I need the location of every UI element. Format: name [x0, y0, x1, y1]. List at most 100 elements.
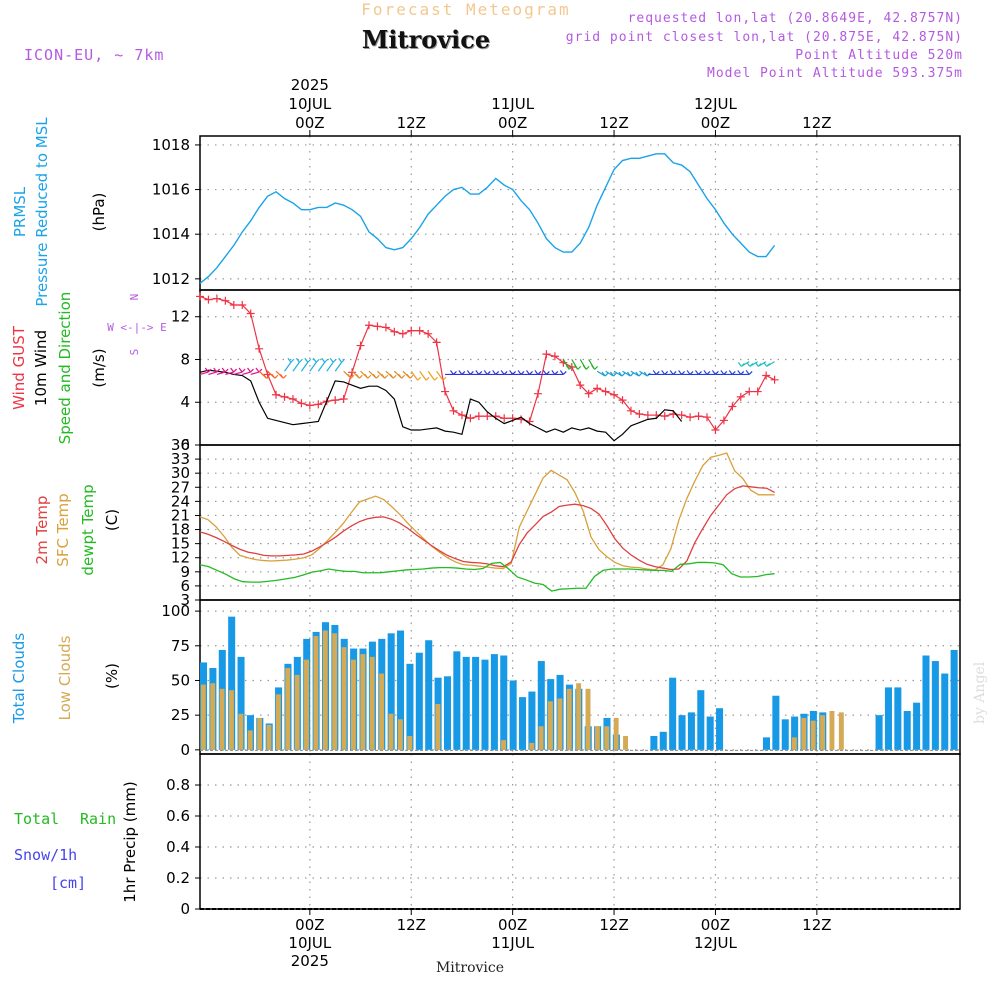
low-cloud-bar [379, 673, 385, 750]
time-label-bottom: 12Z [802, 916, 831, 934]
total-cloud-bar [472, 656, 480, 750]
low-cloud-bar [548, 701, 553, 750]
total-cloud-bar [528, 691, 536, 750]
clouds-tick-label: 0 [180, 741, 190, 759]
gust-marker [745, 387, 754, 396]
precip-label-total: Total [14, 810, 59, 828]
time-label-top: 10JUL [288, 95, 331, 113]
pressure-frame [199, 135, 961, 291]
total-cloud-bar [716, 708, 724, 750]
wind-tick-label: 12 [171, 308, 190, 326]
gust-marker [365, 321, 373, 330]
total-cloud-bar [678, 715, 686, 750]
gust-marker [474, 412, 483, 421]
temp-tick-label: 15 [171, 535, 190, 553]
precip-label-unit: 1hr Precip (mm) [121, 781, 139, 902]
gust-marker [762, 371, 771, 380]
precip-tick-label: 0.4 [166, 838, 190, 856]
time-label-bottom: 10JUL [288, 934, 331, 952]
clouds-label-total: Total Clouds [10, 633, 28, 725]
low-cloud-bar [585, 688, 591, 750]
pressure-tick-label: 1012 [152, 270, 190, 288]
temp-tick-label: 3 [180, 591, 190, 609]
time-label-top: 00Z [498, 114, 527, 132]
time-label-bottom: 00Z [701, 916, 730, 934]
low-cloud-bar [266, 724, 272, 750]
low-cloud-bar [397, 719, 403, 750]
gust-marker [660, 412, 669, 421]
low-cloud-bar [810, 720, 816, 750]
time-label-top: 2025 [291, 76, 329, 94]
gust-marker [255, 344, 264, 353]
gust-marker [356, 341, 365, 350]
time-label-top: 11JUL [491, 95, 534, 113]
precip-tick-label: 0.6 [166, 807, 190, 825]
model-point-altitude: Model Point Altitude 593.375m [707, 66, 963, 81]
time-label-bottom: 2025 [291, 952, 329, 970]
low-cloud-bar [623, 735, 628, 750]
total-cloud-bar [762, 737, 770, 750]
total-cloud-bar [941, 673, 949, 750]
low-cloud-bar [557, 698, 563, 750]
gust-marker [246, 309, 255, 318]
low-cloud-bar [341, 647, 347, 750]
low-cloud-bar [388, 713, 394, 750]
wind-direction-arrow [630, 370, 643, 377]
low-cloud-bar [791, 737, 797, 750]
pressure-label-prmsl: PRMSL [11, 186, 29, 237]
wind-direction-arrow [343, 370, 355, 379]
low-cloud-bar [322, 630, 328, 750]
low-cloud-bar [294, 674, 300, 750]
wind-direction-arrow [300, 357, 312, 372]
gust-marker [770, 375, 779, 384]
time-label-bottom: 12Z [397, 916, 426, 934]
total-cloud-bar [462, 656, 470, 750]
total-cloud-bar [687, 712, 695, 750]
wind-label-10m: 10m Wind [32, 330, 50, 406]
gust-marker [373, 322, 382, 331]
wind-direction-arrow [258, 370, 270, 379]
wind-direction-arrow [579, 359, 590, 370]
requested-coords: requested lon,lat (20.8649E, 42.8757N) [628, 11, 963, 26]
pressure-label-msl: Pressure Reduced to MSL [33, 117, 51, 307]
total-cloud-bar [875, 715, 883, 750]
wind-direction-arrow [326, 357, 337, 372]
wind-label-speed-dir: Speed and Direction [56, 292, 74, 445]
gust-marker [221, 296, 230, 305]
gust-marker [229, 300, 238, 309]
gust-marker [305, 401, 314, 410]
precip-tick-label: 0.2 [166, 869, 190, 887]
wind-direction-arrow [402, 370, 414, 379]
location-title: Mitrovice [362, 25, 490, 54]
temp-tick-label: 36 [171, 436, 190, 454]
gust-marker [686, 413, 695, 422]
gust-marker [212, 294, 221, 303]
low-cloud-bar [613, 717, 619, 750]
clouds-label-unit: (%) [103, 663, 121, 689]
gust-marker [677, 411, 686, 420]
total-cloud-bar [397, 630, 405, 750]
wind-direction-arrow [351, 370, 363, 379]
gust-marker [703, 413, 711, 422]
precip-panel: 0 0.2 0.4 0.6 0.8 [166, 753, 961, 918]
wind-direction-arrow [419, 370, 430, 381]
wind-label-unit: (m/s) [90, 348, 108, 387]
wind-direction-arrow [613, 370, 626, 377]
low-cloud-bar [829, 710, 835, 750]
temp-tick-label: 24 [171, 492, 190, 510]
low-cloud-bar [407, 735, 413, 750]
gust-marker [331, 396, 340, 405]
gust-marker [441, 387, 450, 396]
gust-marker [500, 414, 509, 423]
clouds-tick-label: 100 [161, 602, 190, 620]
time-label-top: 12Z [397, 114, 426, 132]
gust-marker [601, 387, 610, 396]
total-cloud-bar [650, 735, 658, 750]
total-cloud-bar [913, 702, 921, 750]
total-cloud-bar [237, 656, 245, 750]
wind-direction-arrow [267, 370, 279, 379]
gust-marker [432, 338, 441, 347]
total-cloud-bar [425, 640, 433, 750]
gust-marker [339, 395, 348, 404]
low-cloud-bar [247, 730, 253, 750]
